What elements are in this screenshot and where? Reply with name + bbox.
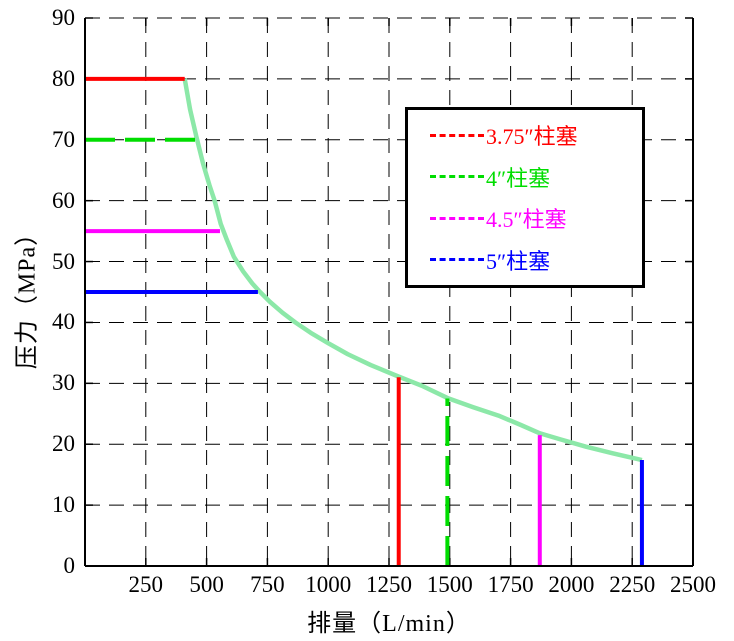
- y-tick-label: 60: [52, 187, 75, 213]
- legend-item-label: 3.75″柱塞: [486, 124, 578, 150]
- power-envelope-curve: [182, 78, 643, 463]
- legend-item-label: 5″柱塞: [486, 248, 551, 274]
- x-tick-label: 750: [250, 572, 285, 597]
- x-tick-label: 1500: [426, 572, 473, 597]
- y-tick-label: 0: [63, 553, 76, 578]
- legend-line-sample: [430, 258, 484, 262]
- legend-item-label: 4.5″柱塞: [486, 207, 567, 233]
- x-tick-label: 1750: [487, 572, 534, 597]
- legend-line-sample: [430, 175, 484, 179]
- y-tick-label: 10: [52, 492, 75, 518]
- legend-box: 3.75″柱塞 4″柱塞 4.5″柱塞 5″柱塞: [405, 107, 645, 288]
- y-tick-label: 70: [52, 126, 75, 152]
- legend-item: 3.75″柱塞: [430, 119, 642, 151]
- x-tick-label: 250: [128, 572, 164, 597]
- legend-item: 4″柱塞: [430, 161, 642, 193]
- x-axis-title: 排量（L/min）: [307, 611, 471, 637]
- legend-item: 4.5″柱塞: [430, 202, 642, 234]
- y-tick-label: 20: [52, 431, 75, 457]
- plot-area: [84, 17, 694, 567]
- y-axis-tick-labels: 0 10 20 30 40 50 60 70 80 90: [0, 5, 78, 578]
- legend-line-sample: [430, 216, 484, 220]
- y-tick-label: 30: [52, 370, 75, 396]
- y-axis-title: 压力（MPa）: [14, 220, 41, 370]
- x-tick-label: 1250: [366, 572, 412, 597]
- y-tick-label: 90: [52, 5, 75, 30]
- legend-item-label: 4″柱塞: [486, 165, 551, 191]
- x-tick-label: 500: [189, 572, 224, 597]
- legend-line-sample: [430, 133, 484, 137]
- x-axis-tick-labels: 250 500 750 1000 1250 1500 1750 2000 2250 2500: [85, 572, 716, 598]
- x-tick-label: 1000: [305, 572, 352, 597]
- y-tick-label: 40: [52, 309, 75, 335]
- x-tick-label: 2250: [609, 572, 656, 597]
- y-tick-label: 80: [52, 65, 75, 91]
- x-tick-label: 2000: [548, 572, 595, 597]
- x-tick-label: 2500: [670, 572, 716, 597]
- legend-item: 5″柱塞: [430, 244, 642, 276]
- y-tick-label: 50: [52, 248, 75, 274]
